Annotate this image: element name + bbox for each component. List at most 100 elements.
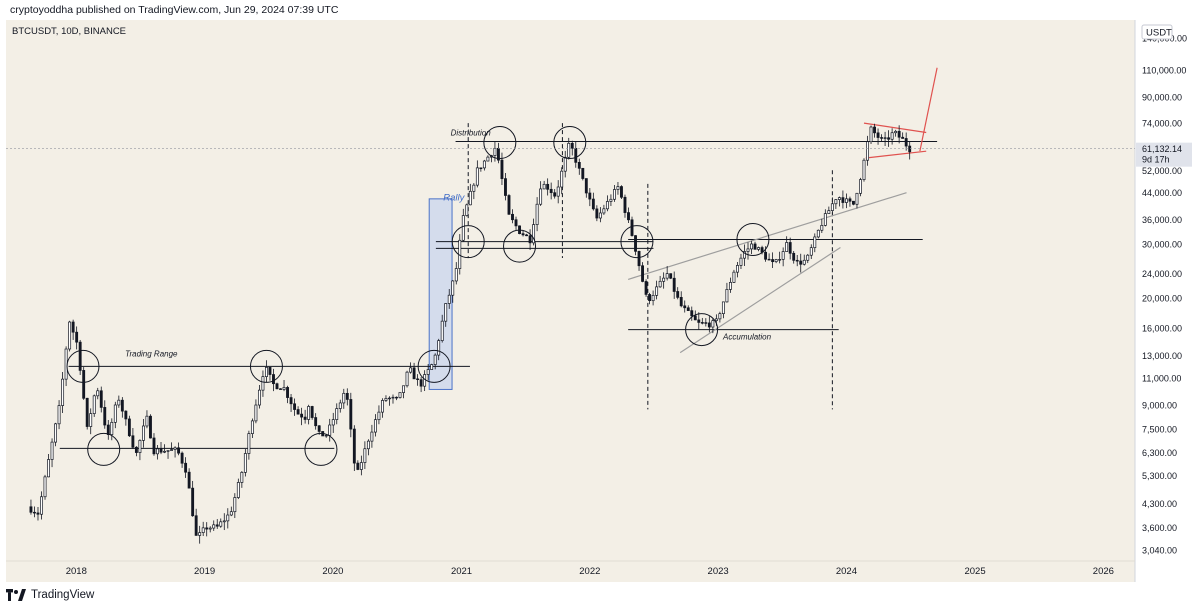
candle-down [901,136,905,139]
candle-down [268,367,272,375]
candle-down [672,277,676,292]
candle-down [528,235,532,244]
candle-down [676,291,680,298]
candle-up [609,198,613,202]
candle-up [381,400,384,413]
candle-up [201,527,205,533]
candle-up [141,425,145,441]
y-tick-label: 16,000.00 [1142,323,1182,333]
candle-down [395,396,398,399]
candle-up [820,225,824,231]
candle-down [497,147,500,161]
candle-down [880,137,884,139]
candle-up [532,224,536,244]
candle-down [788,242,792,254]
currency-badge[interactable] [1141,24,1173,40]
candle-down [634,235,637,252]
highlight-circle [66,349,100,383]
candle-up [830,203,834,211]
candle-down [303,416,307,420]
candle-up [746,248,750,252]
trendline [679,246,841,354]
candle-up [247,433,251,454]
candle-down [521,233,525,236]
candle-up [721,301,725,314]
candle-up [859,179,862,194]
candle-down [623,196,627,213]
candle-up [331,419,335,426]
candle-up [809,247,813,256]
candle-up [54,423,58,443]
footer: TradingView [6,584,94,606]
candle-up [486,156,490,162]
candle-up [366,440,370,450]
last-price-label: 61,132.14 [1142,144,1182,154]
candle-down [310,406,314,418]
candle-up [328,424,332,436]
candle-up [816,229,820,238]
candle-down [700,322,704,324]
candle-up [658,280,662,288]
candle-up [844,198,848,203]
candle-down [620,186,623,198]
trendline [627,192,907,280]
candle-down [570,142,574,149]
candle-up [493,147,497,156]
candle-down [841,197,845,203]
candle-down [82,370,86,399]
chart-area[interactable]: Trading Range Distribution Rally Accumulati… [0,20,1200,582]
candle-down [314,417,318,427]
y-tick-label: 7,500.00 [1142,425,1177,435]
candle-up [373,419,377,433]
candle-up [166,450,170,452]
candle-up [465,204,469,216]
candle-up [156,448,159,455]
candle-down [771,259,775,263]
candle-down [159,448,163,453]
candle-up [370,431,374,442]
candle-down [124,410,128,420]
candle-up [377,411,381,421]
candle-down [795,259,799,262]
candle-up [813,236,817,249]
candle-up [468,190,472,206]
candle-down [279,388,282,390]
candle-down [127,418,131,437]
candle-up [778,259,782,261]
candle-down [669,273,673,279]
candle-down [799,260,803,265]
y-tick-label: 36,000.00 [1142,215,1182,225]
price-chart[interactable]: Trading Range Distribution Rally Accumulati… [0,20,1200,582]
y-tick-label: 4,300.00 [1142,499,1177,509]
candle-up [233,497,237,513]
candle-up [402,385,405,393]
candle-up [728,282,732,290]
x-tick-label: 2021 [451,566,472,577]
candle-down [500,159,504,179]
publisher-line: cryptoyoddha published on TradingView.co… [10,4,339,16]
candle-up [47,459,50,478]
candle-up [430,364,434,370]
candle-down [71,321,75,333]
candle-down [679,297,683,307]
candle-down [85,397,89,427]
candle-down [683,305,687,309]
annotation-label: Accumulation [722,332,772,341]
candle-up [282,387,286,390]
candle-down [152,437,156,455]
candle-up [714,318,718,322]
candle-up [198,532,202,536]
candle-down [293,403,297,410]
last-price-tag[interactable] [1136,142,1192,167]
candle-down [897,130,901,138]
candle-down [78,341,82,371]
candle-down [511,213,514,221]
candle-up [556,186,560,197]
candle-down [191,487,195,517]
candle-down [648,294,652,302]
candle-up [113,404,117,423]
highlight-circle [87,432,121,466]
time-axis[interactable]: 2018 2019 2020 2021 2022 2023 2024 2025 2026 [66,566,1114,577]
candle-down [345,392,349,400]
candle-up [665,273,669,279]
